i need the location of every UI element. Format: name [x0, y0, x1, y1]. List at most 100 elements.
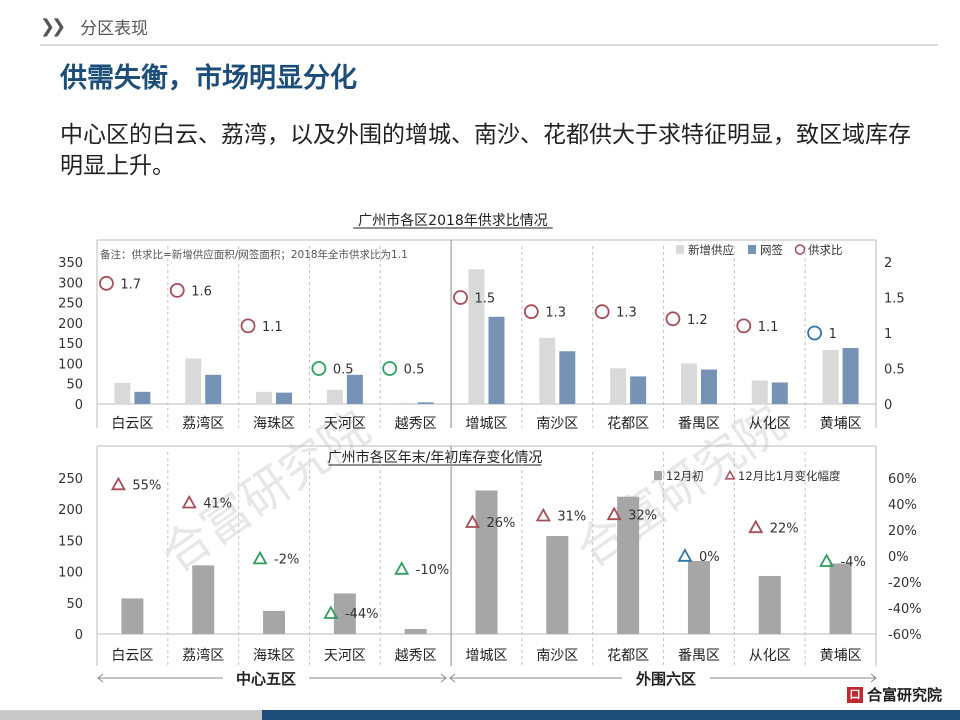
data-label: 0.5 [404, 363, 425, 378]
legend-label: 新增供应 [688, 243, 734, 257]
change-marker [748, 519, 764, 534]
data-label: 1.7 [120, 277, 141, 292]
chart-note: 备注：供求比=新增供应面积/网签面积；2018年全市供求比为1.1 [100, 248, 408, 261]
y2-tick-label: -60% [888, 628, 922, 643]
data-label: 31% [557, 510, 586, 525]
change-marker [819, 553, 835, 567]
ratio-marker [736, 318, 752, 334]
data-label: 1.3 [545, 306, 566, 321]
chart-supply-demand-ratio: 广州市各区2018年供求比情况 350 300 250 200 150 100 50 0 2 1.5… [58, 212, 905, 432]
ratio-marker [311, 361, 327, 376]
x-tick-label: 花都区 [607, 648, 649, 664]
y-tick-label: 50 [66, 597, 83, 612]
bar-a [404, 629, 427, 634]
bar-b [417, 402, 434, 404]
double-chevron-icon: ❯❯ [40, 15, 66, 37]
bar-a [546, 536, 569, 634]
x-tick-label: 花都区 [607, 416, 649, 432]
legend-swatch [748, 245, 756, 254]
y-tick-label: 350 [58, 256, 83, 271]
change-marker [677, 548, 693, 562]
change-marker [464, 514, 481, 528]
x-tick-label: 荔湾区 [182, 415, 224, 432]
x-tick-label: 黄埔区 [820, 647, 862, 664]
x-tick-label: 越秀区 [395, 416, 437, 432]
legend-label: 12月初 [666, 469, 704, 483]
change-marker [535, 507, 551, 522]
y2-tick-label: -40% [888, 602, 922, 617]
bar-a [397, 402, 414, 404]
legend-swatch [676, 245, 684, 254]
y2-tick-label: 0.5 [884, 363, 905, 378]
bar-a [751, 380, 768, 404]
change-marker [323, 605, 339, 619]
x-tick-label: 南沙区 [536, 416, 578, 432]
ratio-marker [382, 361, 398, 376]
data-label: 32% [628, 508, 657, 523]
x-tick-label: 增城区 [466, 648, 508, 664]
change-marker [252, 550, 268, 565]
ratio-marker [240, 318, 256, 334]
data-label: 1.1 [262, 320, 283, 335]
bar-b [630, 376, 647, 404]
y2-tick-label: 40% [888, 498, 917, 513]
legend-marker [724, 469, 736, 480]
bar-a [758, 575, 781, 634]
x-tick-label: 黄埔区 [820, 415, 862, 432]
brand-name: 合富研究院 [866, 686, 942, 704]
bar-a [256, 391, 273, 404]
chart-inventory-change: 广州市各区年末/年初库存变化情况 250 200 150 100 50 0 60% 40% 20%… [58, 445, 922, 666]
bar-a [687, 560, 710, 634]
bar-b [559, 351, 576, 404]
data-label: 55% [132, 479, 161, 494]
charts-area: 合富研究院 合富研究院 广州市各区2018年供求比情况3503002502001… [58, 212, 922, 688]
y-tick-label: 50 [66, 378, 83, 393]
header-divider [40, 44, 938, 46]
bar-a [822, 350, 839, 404]
x-tick-label: 增城区 [466, 416, 508, 432]
bar-b [488, 316, 505, 404]
data-label: 1.3 [616, 306, 637, 321]
bar-a [539, 337, 556, 404]
x-tick-label: 荔湾区 [182, 647, 224, 664]
y2-tick-label: 1 [884, 327, 892, 342]
group-bracket-outer: 外围六区 [449, 668, 877, 688]
bar-b [346, 374, 363, 404]
chart-title: 广州市各区2018年供求比情况 [358, 212, 548, 229]
bar-a [263, 610, 286, 634]
data-label: 1.6 [191, 284, 212, 299]
bar-b [771, 382, 788, 404]
x-tick-label: 海珠区 [253, 416, 295, 432]
legend-label: 12月比1月变化幅度 [738, 469, 841, 483]
x-tick-label: 番禺区 [678, 416, 720, 432]
data-label: 22% [770, 521, 799, 536]
section-header: ❯❯ 分区表现 [40, 14, 149, 39]
bar-b [205, 374, 222, 404]
data-label: 0.5 [333, 363, 354, 378]
y2-tick-label: -20% [888, 576, 922, 591]
legend-label: 供求比 [808, 243, 843, 257]
lead-paragraph: 中心区的白云、荔湾，以及外围的增城、南沙、花都供大于求特征明显，致区域库存明显上… [60, 122, 911, 179]
bar-a [185, 358, 202, 404]
bar-b [134, 391, 151, 404]
footer-bar-grey [0, 710, 262, 720]
ratio-marker [453, 290, 468, 305]
data-label: -4% [841, 555, 866, 570]
ratio-marker [807, 325, 822, 341]
brand-mark-icon: 口 [846, 686, 863, 703]
data-label: 1.5 [475, 292, 496, 307]
group-label-center: 中心五区 [236, 670, 296, 688]
data-label: -10% [416, 563, 450, 578]
chart-title: 广州市各区年末/年初库存变化情况 [328, 449, 543, 466]
y-tick-label: 0 [75, 398, 83, 413]
bar-a [326, 389, 343, 404]
x-tick-label: 南沙区 [536, 648, 578, 664]
ratio-marker [169, 283, 185, 298]
data-label: 1 [829, 327, 837, 342]
legend-marker [794, 244, 806, 255]
x-tick-label: 从化区 [749, 648, 791, 664]
section-label: 分区表现 [80, 18, 149, 39]
y2-tick-label: 20% [888, 524, 917, 539]
bar-a [475, 490, 498, 634]
y-tick-label: 100 [58, 566, 83, 581]
